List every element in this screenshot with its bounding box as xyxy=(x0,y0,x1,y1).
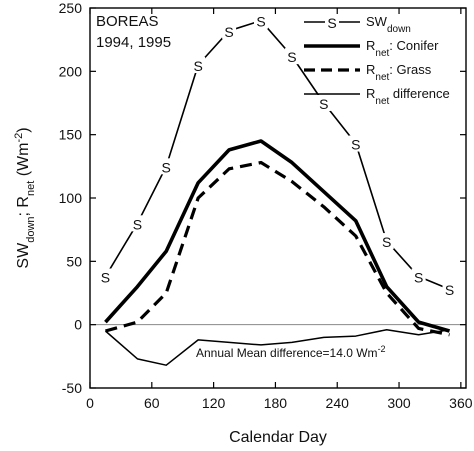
series-marker-bg xyxy=(348,135,363,152)
series-marker-bg xyxy=(411,268,426,285)
series-marker: S xyxy=(382,234,391,250)
legend-label-main: R xyxy=(366,38,375,53)
series-marker-bg xyxy=(98,268,113,285)
legend-label-0: SWdown xyxy=(366,14,411,35)
series-marker-bg xyxy=(442,281,457,298)
y-tick-label: 150 xyxy=(59,127,83,143)
legend-label-sub: net xyxy=(375,48,389,59)
annual-mean-text: Annual Mean difference=14.0 Wm xyxy=(196,346,378,360)
series-line-1 xyxy=(104,139,451,333)
series-marker: S xyxy=(133,216,142,232)
y-axis-title-part: -2 xyxy=(13,133,25,143)
y-axis-title-part: SW xyxy=(15,242,32,269)
y-axis-title-part: ) xyxy=(15,127,32,132)
series-marker: S xyxy=(224,24,233,40)
series-marker: S xyxy=(351,137,360,153)
series-marker: S xyxy=(193,58,202,74)
series-marker-bg xyxy=(130,215,145,232)
series-marker-bg xyxy=(284,48,299,65)
series-marker: S xyxy=(319,96,328,112)
y-axis-title-part: (Wm xyxy=(15,143,32,181)
series-line-0 xyxy=(104,19,450,290)
legend-label-tail: : Conifer xyxy=(389,38,439,53)
x-tick-label: 120 xyxy=(202,395,226,411)
y-tick-label: 50 xyxy=(66,253,82,269)
legend-label-main: SW xyxy=(366,14,388,29)
legend-label-tail: difference xyxy=(389,86,449,101)
series-marker: S xyxy=(414,270,423,286)
series-marker-bg xyxy=(191,57,206,73)
y-axis-title-part: down xyxy=(25,216,37,242)
annotation-title-line: BOREAS xyxy=(96,13,159,30)
legend-label-1: Rnet: Conifer xyxy=(366,38,439,59)
legend-label-sub: net xyxy=(375,72,389,83)
y-axis-title-part: net xyxy=(25,181,37,196)
annual-mean-sup: -2 xyxy=(378,344,386,354)
legend-label-main: R xyxy=(366,86,375,101)
y-tick-label: 250 xyxy=(59,0,83,16)
x-axis-title: Calendar Day xyxy=(229,429,327,446)
x-tick-label: 180 xyxy=(264,395,288,411)
x-tick-label: 60 xyxy=(144,395,160,411)
legend-label-main: R xyxy=(366,62,375,77)
series-marker-bg xyxy=(379,233,394,250)
legend-label-tail: : Grass xyxy=(389,62,431,77)
y-axis-title-part: ; R xyxy=(15,196,32,216)
series-marker-bg xyxy=(159,158,174,175)
series-marker: S xyxy=(287,49,296,65)
y-tick-label: 200 xyxy=(59,63,83,79)
y-axis-title: SWdown; Rnet (Wm-2) xyxy=(13,127,37,268)
legend-label-3: Rnet difference xyxy=(366,86,450,107)
legend-label-2: Rnet: Grass xyxy=(366,62,432,83)
series-marker: S xyxy=(162,159,171,175)
x-tick-label: 0 xyxy=(86,395,94,411)
x-tick-label: 300 xyxy=(387,395,411,411)
x-tick-label: 360 xyxy=(449,395,473,411)
y-tick-label: 0 xyxy=(74,317,82,333)
annotation-title-line: 1994, 1995 xyxy=(96,34,171,51)
legend-marker-bg xyxy=(325,14,339,30)
annual-mean-annotation: Annual Mean difference=14.0 Wm-2 xyxy=(196,344,386,360)
series-marker-bg xyxy=(316,95,331,111)
legend-label-sub: net xyxy=(375,96,389,107)
x-tick-label: 240 xyxy=(326,395,350,411)
series-marker-bg xyxy=(222,22,237,39)
y-tick-label: -50 xyxy=(62,380,82,396)
legend-label-sub: down xyxy=(387,24,411,35)
series-marker: S xyxy=(256,14,265,30)
series-line-2 xyxy=(105,160,450,337)
y-tick-label: 100 xyxy=(59,190,83,206)
series-marker-bg xyxy=(254,12,269,29)
series-line-3 xyxy=(104,328,450,366)
series-marker: S xyxy=(101,270,110,286)
legend-marker: S xyxy=(327,15,336,31)
series-marker: S xyxy=(445,282,454,298)
